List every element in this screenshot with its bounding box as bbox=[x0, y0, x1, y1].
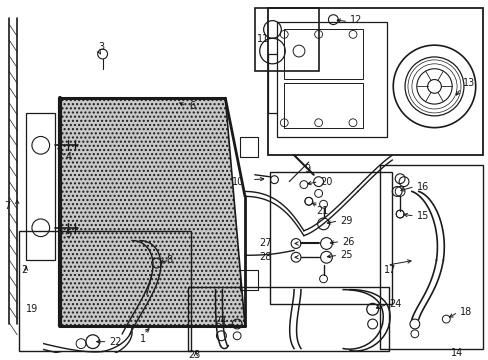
Polygon shape bbox=[61, 98, 244, 326]
Text: 1: 1 bbox=[140, 334, 146, 344]
Bar bbox=[267, 8, 482, 155]
Text: 26: 26 bbox=[342, 237, 354, 247]
Bar bbox=[240, 270, 257, 290]
Bar bbox=[284, 30, 362, 78]
Text: 22: 22 bbox=[109, 337, 122, 347]
Text: 7: 7 bbox=[4, 201, 11, 211]
Text: 8: 8 bbox=[166, 255, 172, 265]
Text: 28: 28 bbox=[259, 252, 271, 262]
Bar bbox=[254, 8, 318, 71]
Text: 29: 29 bbox=[340, 216, 352, 226]
Bar bbox=[277, 22, 386, 138]
Text: 24: 24 bbox=[214, 316, 226, 326]
Text: 21: 21 bbox=[316, 206, 328, 216]
Bar bbox=[240, 138, 257, 157]
Text: 5: 5 bbox=[65, 229, 71, 239]
Text: 24: 24 bbox=[388, 300, 401, 309]
Text: 25: 25 bbox=[340, 250, 352, 260]
Text: 12: 12 bbox=[349, 15, 362, 24]
Text: 13: 13 bbox=[462, 78, 474, 89]
Text: 19: 19 bbox=[26, 304, 38, 314]
Text: 3: 3 bbox=[99, 42, 104, 52]
Bar bbox=[19, 231, 191, 351]
Text: 4: 4 bbox=[65, 152, 71, 162]
Bar bbox=[379, 165, 482, 348]
Text: 2: 2 bbox=[21, 265, 27, 275]
Text: 10: 10 bbox=[232, 177, 244, 186]
Text: 14: 14 bbox=[450, 348, 463, 359]
Text: 17: 17 bbox=[384, 265, 396, 275]
Text: 9: 9 bbox=[303, 164, 309, 174]
Bar bbox=[269, 172, 391, 304]
Text: 27: 27 bbox=[259, 238, 271, 248]
Bar bbox=[26, 113, 55, 260]
Text: 20: 20 bbox=[320, 177, 332, 186]
Text: 18: 18 bbox=[459, 307, 471, 317]
Text: 11: 11 bbox=[256, 34, 268, 44]
Text: 6: 6 bbox=[189, 101, 195, 111]
Bar bbox=[188, 287, 388, 351]
Text: 16: 16 bbox=[416, 181, 428, 192]
Text: 23: 23 bbox=[188, 350, 200, 360]
Text: 15: 15 bbox=[416, 211, 428, 221]
Bar bbox=[284, 84, 362, 128]
